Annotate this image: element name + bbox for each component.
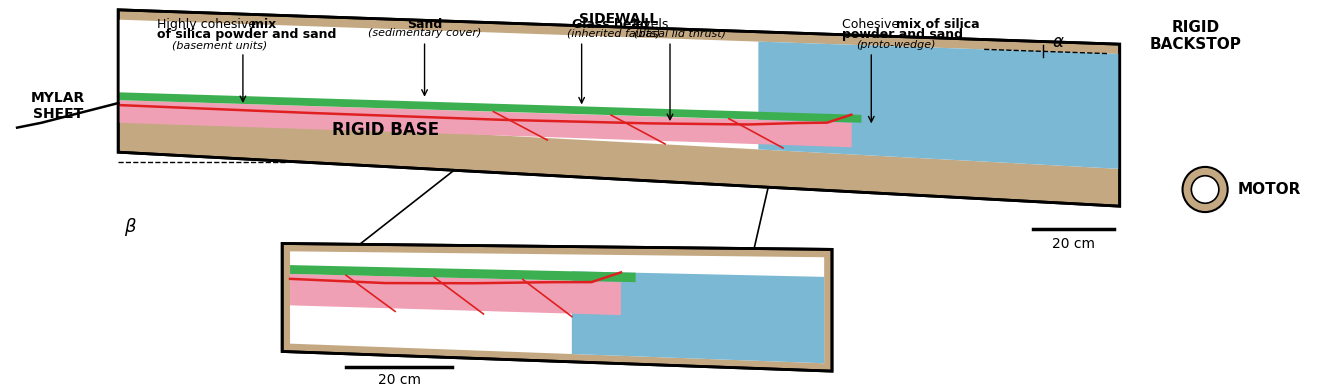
Text: β: β xyxy=(125,218,135,236)
Polygon shape xyxy=(290,251,825,363)
Text: Highly cohesive: Highly cohesive xyxy=(157,18,260,31)
Text: (inherited faults): (inherited faults) xyxy=(567,28,660,39)
Text: Glass bead: Glass bead xyxy=(571,18,653,31)
Text: (basement units): (basement units) xyxy=(172,40,267,50)
Text: Cohesive: Cohesive xyxy=(842,18,902,31)
Polygon shape xyxy=(118,100,852,147)
Text: of silica powder and sand: of silica powder and sand xyxy=(157,28,337,42)
Text: levels: levels xyxy=(633,18,669,31)
Polygon shape xyxy=(290,274,621,315)
Text: RIGID BASE: RIGID BASE xyxy=(331,121,439,140)
Text: mix: mix xyxy=(251,18,276,31)
Text: mix of silica: mix of silica xyxy=(896,18,979,31)
Text: (proto-wedge): (proto-wedge) xyxy=(857,40,936,50)
Text: (sedimentary cover): (sedimentary cover) xyxy=(367,28,481,39)
Polygon shape xyxy=(118,92,861,123)
Polygon shape xyxy=(118,19,1120,169)
Text: Sand: Sand xyxy=(406,18,443,31)
Circle shape xyxy=(1183,167,1228,212)
Circle shape xyxy=(1191,176,1219,203)
Polygon shape xyxy=(759,42,1120,169)
Text: α: α xyxy=(1053,33,1063,51)
Polygon shape xyxy=(290,265,636,282)
Text: MYLAR
SHEET: MYLAR SHEET xyxy=(31,91,86,121)
Text: RIGID
BACKSTOP: RIGID BACKSTOP xyxy=(1149,19,1242,52)
Polygon shape xyxy=(571,271,825,363)
Polygon shape xyxy=(118,10,1120,206)
Polygon shape xyxy=(282,244,831,371)
Text: SIDEWALL: SIDEWALL xyxy=(579,12,658,26)
Text: 20 cm: 20 cm xyxy=(378,373,421,387)
Text: MOTOR: MOTOR xyxy=(1238,182,1301,197)
Text: powder and sand: powder and sand xyxy=(842,28,963,42)
Text: (basal lid thrust): (basal lid thrust) xyxy=(634,28,725,39)
Text: 20 cm: 20 cm xyxy=(1053,237,1096,251)
